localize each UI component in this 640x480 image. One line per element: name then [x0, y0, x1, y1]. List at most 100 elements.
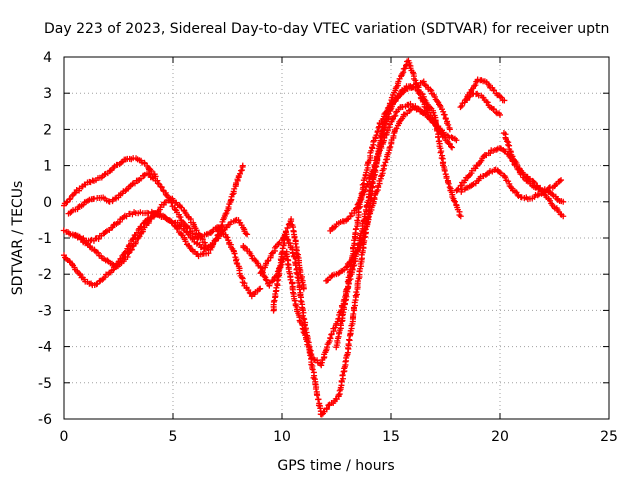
data-point — [228, 219, 235, 226]
data-point — [445, 121, 452, 128]
data-point — [78, 235, 85, 242]
data-point — [357, 240, 364, 247]
data-point — [335, 392, 342, 399]
series-arc-15 — [500, 130, 567, 220]
series-arc-2 — [60, 162, 246, 289]
data-point — [79, 236, 86, 243]
data-point — [354, 217, 361, 224]
data-point — [261, 273, 268, 280]
data-point — [492, 109, 499, 116]
data-point — [438, 155, 445, 162]
data-point — [284, 261, 291, 268]
data-point — [244, 231, 251, 238]
data-point — [291, 234, 298, 241]
data-point — [382, 109, 389, 116]
data-point — [433, 97, 440, 104]
data-point — [491, 106, 498, 113]
y-tick-label: -5 — [38, 376, 52, 392]
data-point — [238, 274, 245, 281]
data-point — [501, 97, 508, 104]
data-point — [229, 191, 236, 198]
data-point — [112, 195, 119, 202]
data-point — [558, 177, 565, 184]
x-tick-label: 10 — [273, 429, 291, 445]
data-point — [210, 241, 217, 248]
data-point — [257, 285, 264, 292]
data-point — [457, 104, 464, 111]
data-point — [440, 130, 447, 137]
data-point — [222, 211, 229, 218]
data-point — [128, 246, 135, 253]
data-point — [262, 276, 269, 283]
y-tick-label: 1 — [43, 159, 52, 175]
x-tick-label: 5 — [169, 429, 178, 445]
data-point — [448, 134, 455, 141]
data-point — [428, 87, 435, 94]
data-point — [289, 289, 296, 296]
data-point — [239, 162, 246, 169]
data-point — [301, 316, 308, 323]
data-point — [362, 186, 369, 193]
data-point — [451, 198, 458, 205]
data-point — [497, 111, 503, 118]
data-point — [296, 266, 303, 273]
data-point — [406, 62, 413, 69]
data-point — [307, 352, 314, 359]
data-point — [286, 240, 293, 247]
data-point — [297, 298, 304, 305]
data-points — [60, 57, 567, 418]
data-point — [94, 249, 101, 256]
data-point — [104, 257, 111, 264]
y-tick-label: 3 — [43, 86, 52, 102]
data-point — [314, 392, 321, 399]
y-tick-label: -6 — [38, 412, 52, 428]
data-point — [514, 191, 521, 198]
data-point — [365, 213, 372, 220]
data-point — [511, 156, 518, 163]
data-point — [177, 203, 184, 210]
data-point — [177, 214, 184, 221]
data-point — [505, 141, 512, 148]
data-point — [363, 220, 370, 227]
data-point — [381, 162, 388, 169]
data-point — [371, 194, 378, 201]
y-tick-label: 2 — [43, 122, 52, 138]
data-point — [441, 167, 448, 174]
data-point — [339, 372, 346, 379]
data-point — [364, 219, 371, 226]
data-point — [225, 204, 232, 211]
data-point — [301, 322, 308, 329]
data-point — [402, 65, 409, 72]
data-point — [300, 315, 307, 322]
data-point — [445, 140, 452, 147]
series-arc-16 — [270, 216, 307, 314]
y-axis-label: SDTVAR / TECUs — [10, 181, 26, 296]
data-point — [465, 173, 472, 180]
data-point — [174, 226, 181, 233]
data-point — [284, 253, 291, 260]
data-point — [482, 171, 489, 178]
data-point — [300, 285, 307, 292]
data-point — [291, 297, 298, 304]
data-point — [446, 126, 453, 133]
data-point — [546, 197, 553, 204]
data-point — [427, 104, 434, 111]
series-arc-5 — [72, 195, 209, 270]
y-tick-label: -4 — [38, 340, 52, 356]
data-point — [395, 78, 402, 85]
data-point — [556, 178, 563, 185]
data-point — [292, 240, 299, 247]
data-point — [268, 250, 275, 257]
x-tick-label: 25 — [600, 429, 618, 445]
data-point — [389, 116, 396, 123]
data-point — [154, 180, 161, 187]
data-point — [457, 213, 464, 220]
data-point — [224, 234, 231, 241]
data-point — [347, 212, 354, 219]
data-point — [284, 224, 291, 231]
data-point — [236, 170, 243, 177]
data-point — [342, 358, 349, 365]
data-point — [275, 265, 282, 272]
data-point — [420, 78, 427, 85]
